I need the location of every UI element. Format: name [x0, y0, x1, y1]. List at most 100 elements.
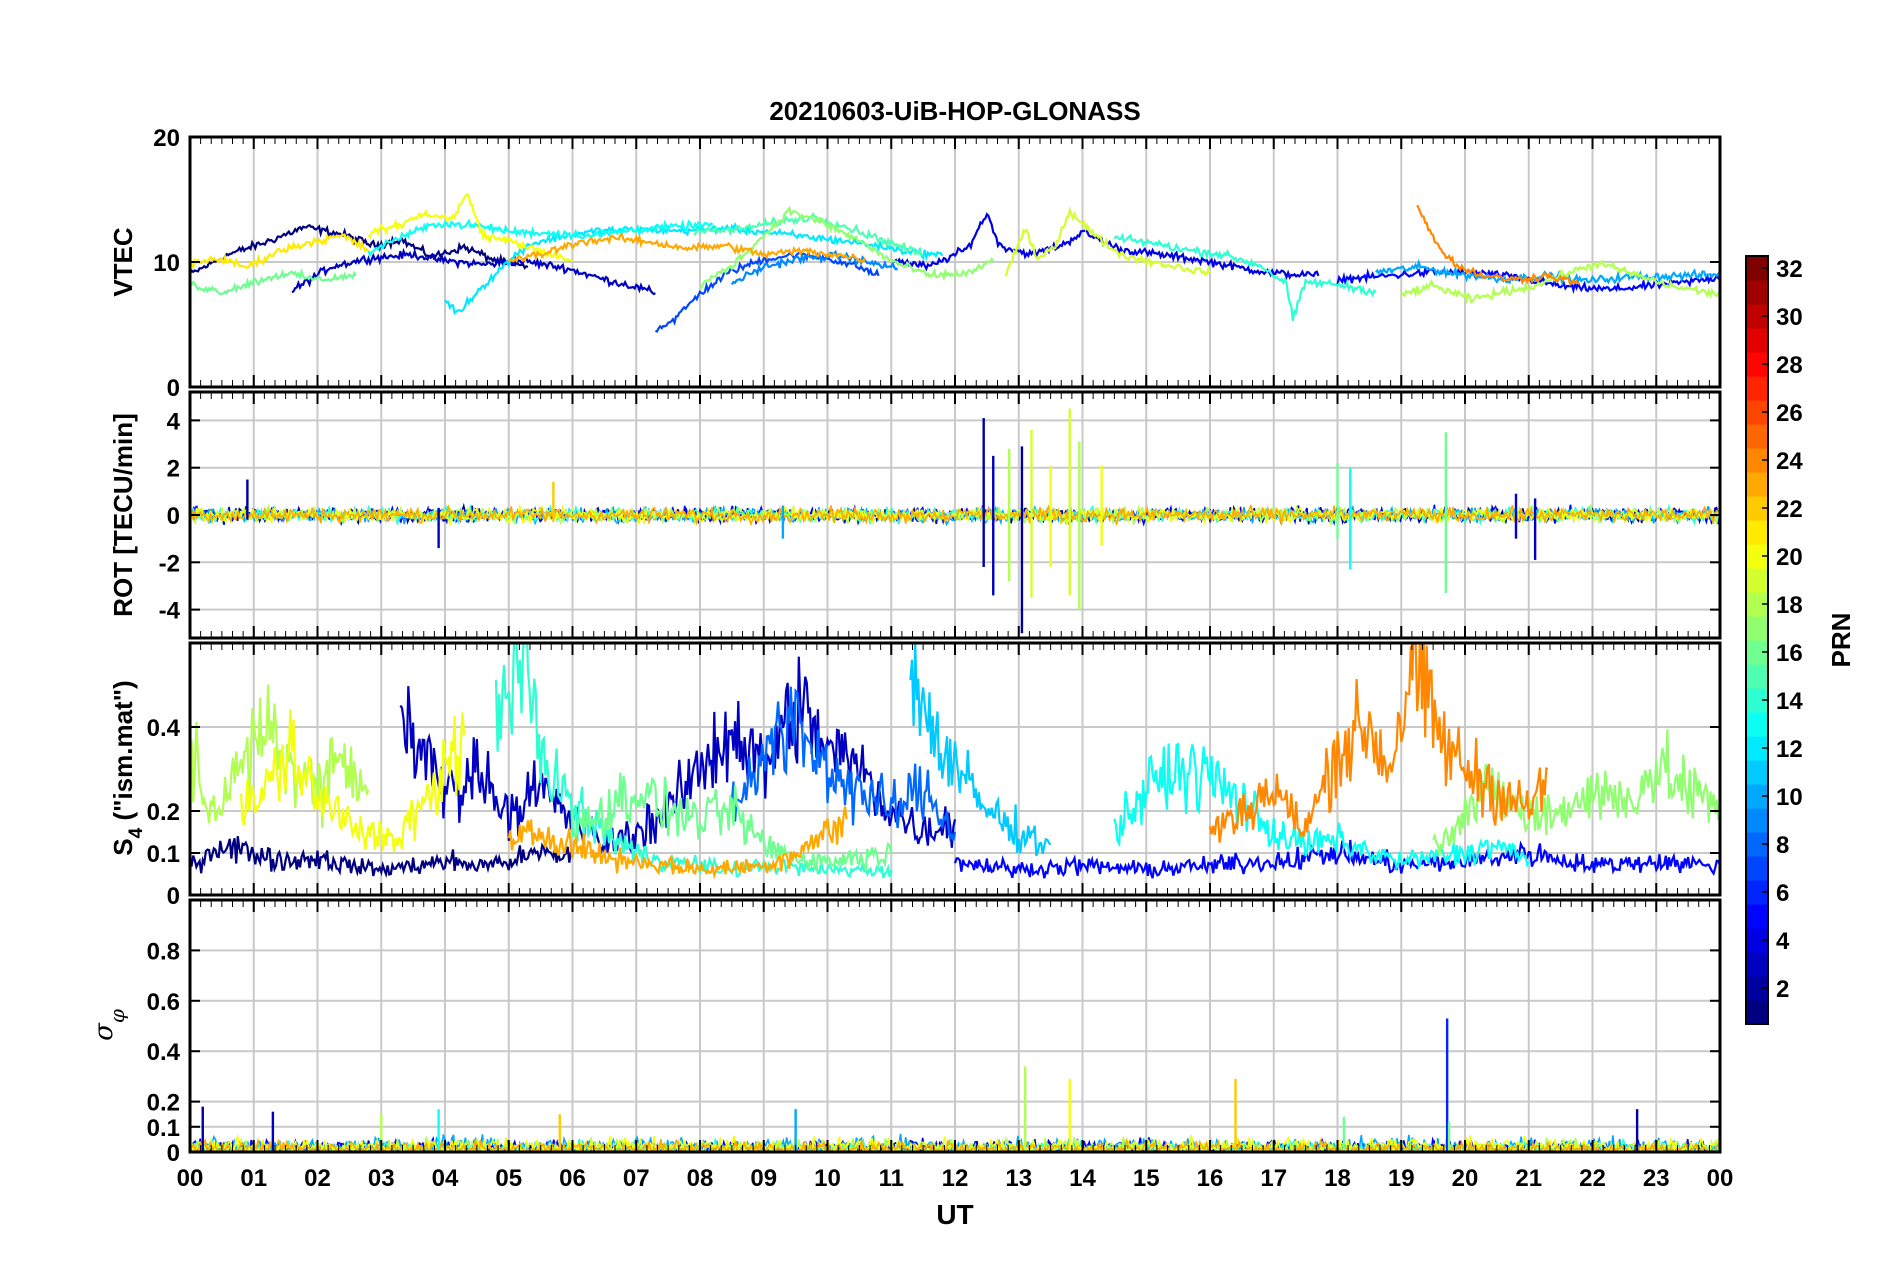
colorbar-segment — [1746, 424, 1768, 449]
colorbar-tick-label: 24 — [1776, 448, 1803, 475]
series-line-prn-14 — [1113, 232, 1377, 321]
x-tick-label: 14 — [1069, 1165, 1096, 1192]
colorbar-tick-label: 10 — [1776, 784, 1803, 811]
x-tick-label: 05 — [495, 1165, 522, 1192]
colorbar-tick-label: 12 — [1776, 736, 1803, 763]
y-tick-label: 0.4 — [147, 1039, 181, 1066]
y-tick-label: 0.6 — [147, 989, 180, 1016]
series-line-prn-16 — [571, 772, 893, 872]
ylabel-sigma-sub: φ — [105, 1009, 129, 1023]
colorbar-tick-label: 18 — [1776, 592, 1803, 619]
y-tick-label: 10 — [153, 250, 180, 277]
series-line-prn-18 — [190, 684, 370, 828]
series-line-prn-5 — [953, 839, 1720, 879]
y-tick-label: 2 — [167, 456, 180, 483]
colorbar-segment — [1746, 256, 1768, 281]
y-tick-label: -4 — [159, 598, 181, 625]
series-line-prn-14 — [494, 643, 893, 879]
colorbar-tick-label: 28 — [1776, 352, 1803, 379]
y-tick-label: 0.2 — [147, 1090, 180, 1117]
series-line-prn-19 — [1004, 206, 1212, 277]
series-line-prn-24 — [1208, 643, 1549, 843]
colorbar-tick-label: 14 — [1776, 688, 1803, 715]
colorbar-segment — [1746, 832, 1768, 857]
series-line-prn-23 — [507, 232, 867, 264]
ylabel-vtec: VTEC — [108, 227, 138, 297]
colorbar-segment — [1746, 976, 1768, 1001]
chart-title: 20210603-UiB-HOP-GLONASS — [769, 96, 1140, 126]
x-tick-label: 21 — [1515, 1165, 1542, 1192]
x-tick-label: 06 — [559, 1165, 586, 1192]
colorbar-tick-label: 32 — [1776, 256, 1803, 283]
x-tick-label: 02 — [304, 1165, 331, 1192]
series-line-prn-3 — [399, 656, 957, 856]
y-tick-label: 0.4 — [147, 715, 181, 742]
x-tick-label: 08 — [687, 1165, 714, 1192]
colorbar-segment — [1746, 808, 1768, 833]
colorbar-segment — [1746, 904, 1768, 929]
y-tick-label: 0 — [167, 503, 180, 530]
ylabel-s4-sub: 4 — [126, 827, 147, 838]
panel-vtec: 0 10 20 — [153, 125, 1722, 402]
y-tick-label: 0.2 — [147, 799, 180, 826]
x-axis-label: UT — [936, 1199, 973, 1230]
series-line-prn-20 — [239, 709, 466, 852]
x-tick-label: 23 — [1643, 1165, 1670, 1192]
colorbar-segment — [1746, 544, 1768, 569]
y-tick-label: 4 — [167, 408, 181, 435]
ylabel-s4: S4 ("ism.mat") — [108, 680, 147, 855]
colorbar-tick-label: 22 — [1776, 496, 1803, 523]
x-tick-label: 04 — [432, 1165, 459, 1192]
colorbar-tick-label: 2 — [1776, 976, 1789, 1003]
series-line-prn-16 — [190, 267, 357, 296]
x-tick-label: 12 — [942, 1165, 969, 1192]
panel-s4: 0 0.1 0.2 0.4 — [147, 641, 1722, 910]
colorbar-label: PRN — [1826, 613, 1856, 668]
colorbar-segment — [1746, 880, 1768, 905]
panel-sigma_phi: 00.10.2 0.4 0.6 0.8 — [147, 898, 1722, 1167]
y-tick-label: 0 — [167, 1140, 180, 1167]
x-tick-label: 20 — [1452, 1165, 1479, 1192]
series-line-prn-23 — [507, 806, 848, 880]
colorbar-tick-label: 30 — [1776, 304, 1803, 331]
colorbar-frame — [1745, 255, 1769, 1025]
y-tick-label: 0 — [167, 883, 180, 910]
ylabel-s4-rest: ("ism.mat") — [108, 680, 138, 827]
series-line-prn-9 — [730, 249, 899, 286]
series-line-prn-12 — [444, 222, 944, 316]
x-tick-label: 00 — [177, 1165, 204, 1192]
colorbar-segment — [1746, 280, 1768, 305]
y-tick-label: 0.1 — [147, 1115, 180, 1142]
x-tick-label: 19 — [1388, 1165, 1415, 1192]
series-line-prn-24 — [1416, 204, 1580, 287]
x-tick-label: 22 — [1579, 1165, 1606, 1192]
x-tick-label: 18 — [1324, 1165, 1351, 1192]
series-line-prn-1 — [190, 223, 529, 275]
colorbar-segment — [1746, 328, 1768, 353]
panel-rot: -4 -2 0 2 4 — [159, 390, 1722, 640]
ylabel-s4-main: S — [108, 838, 138, 855]
series-line-prn-8 — [730, 686, 957, 842]
series-group-s4 — [190, 643, 1720, 880]
colorbar-tick-label: 6 — [1776, 880, 1789, 907]
y-tick-label: 20 — [153, 125, 180, 152]
x-tick-label: 11 — [879, 1165, 904, 1192]
series-group-rot — [190, 408, 1720, 634]
series-line-prn-11 — [909, 643, 1052, 857]
colorbar-tick-label: 26 — [1776, 400, 1803, 427]
colorbar-tick-label: 4 — [1776, 928, 1790, 955]
y-tick-label: -2 — [159, 550, 180, 577]
colorbar-segment — [1746, 568, 1768, 593]
colorbar-tick-label: 8 — [1776, 832, 1789, 859]
x-tick-label: 13 — [1005, 1165, 1032, 1192]
colorbar-segment — [1746, 496, 1768, 521]
colorbar-segment — [1746, 760, 1768, 785]
colorbar-segment — [1746, 928, 1768, 953]
y-tick-label: 0.1 — [147, 841, 180, 868]
series-line-prn-18 — [1400, 259, 1720, 305]
ylabel-rot: ROT [TECU/min] — [108, 413, 138, 617]
colorbar-segment — [1746, 472, 1768, 497]
ylabel-sigma-phi: σφ — [89, 1009, 129, 1041]
